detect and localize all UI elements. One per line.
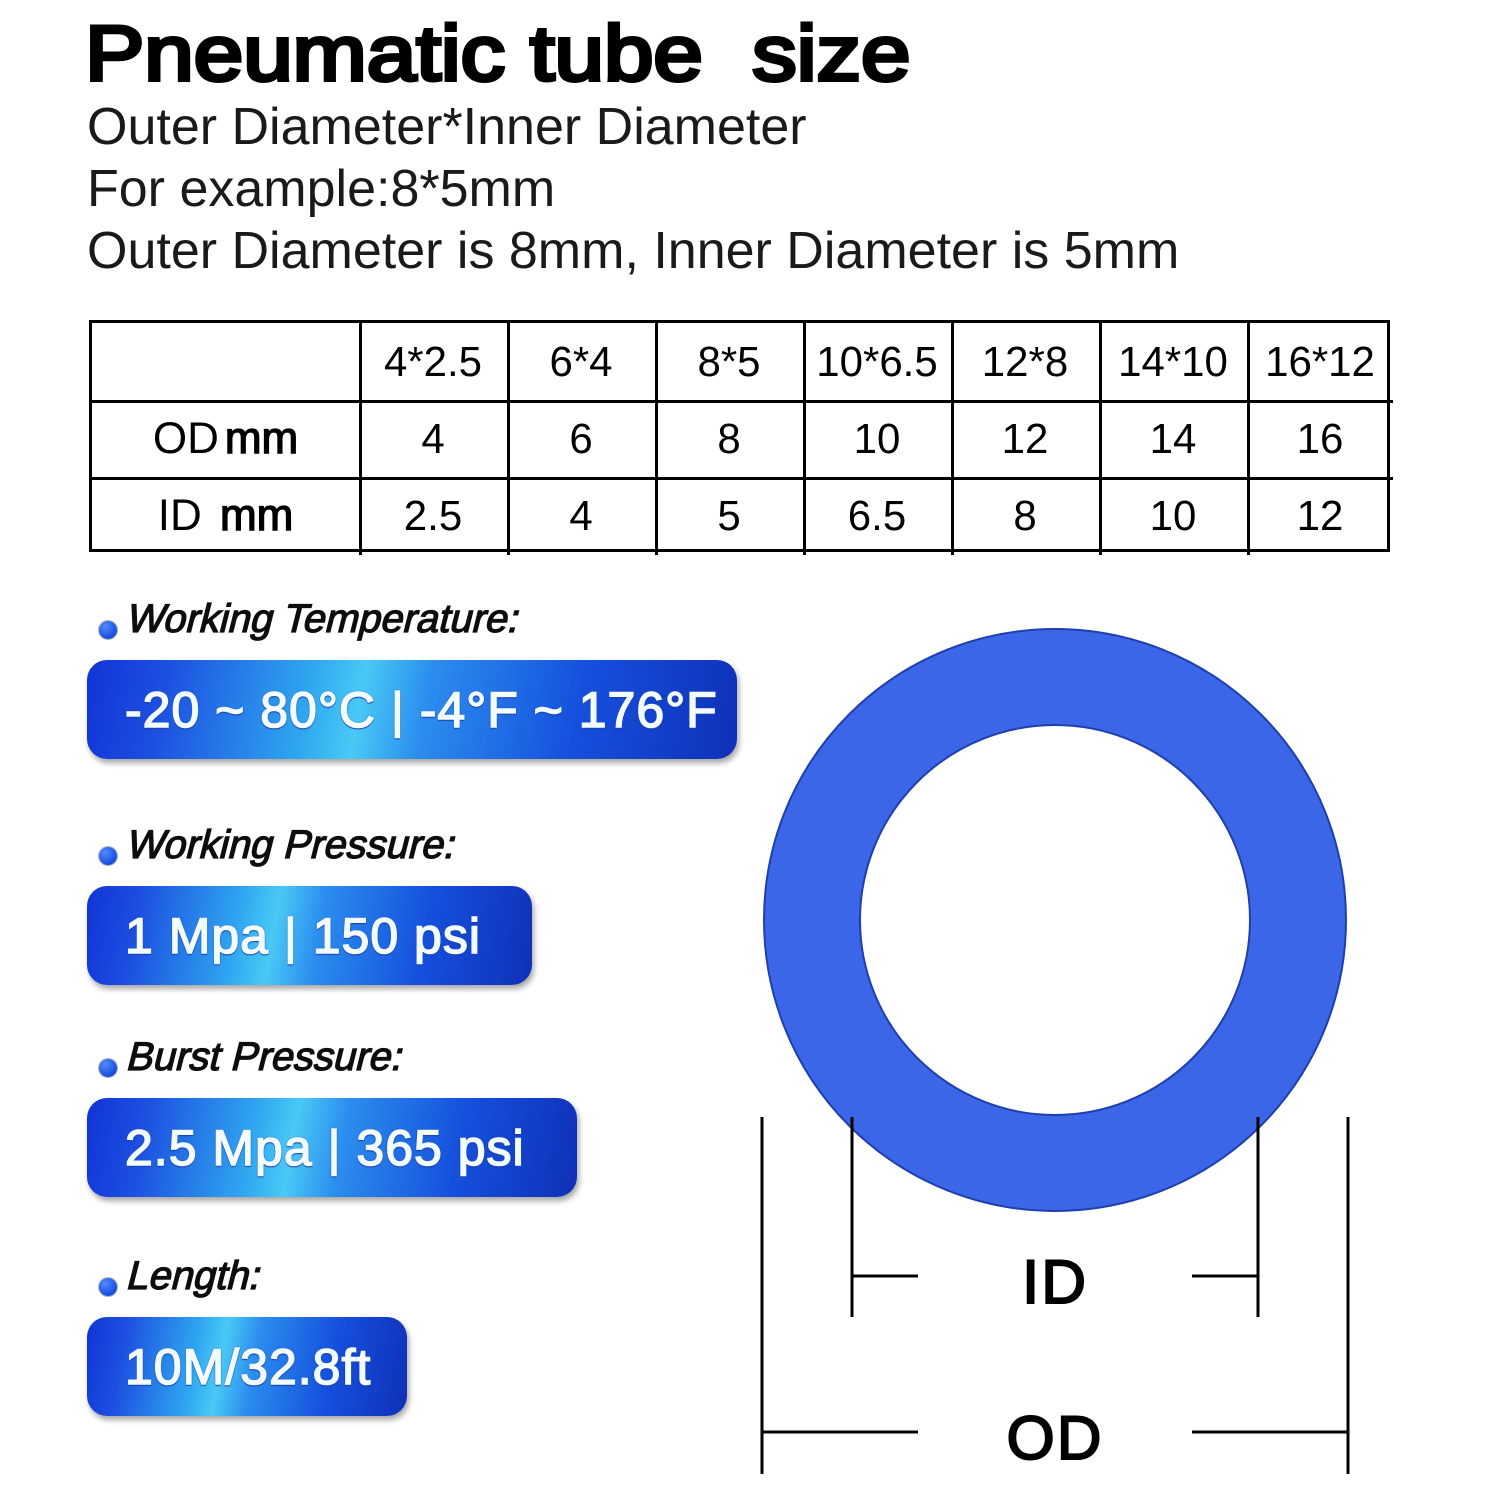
svg-text:OD: OD	[1007, 1404, 1104, 1473]
svg-text:ID: ID	[1022, 1248, 1088, 1317]
